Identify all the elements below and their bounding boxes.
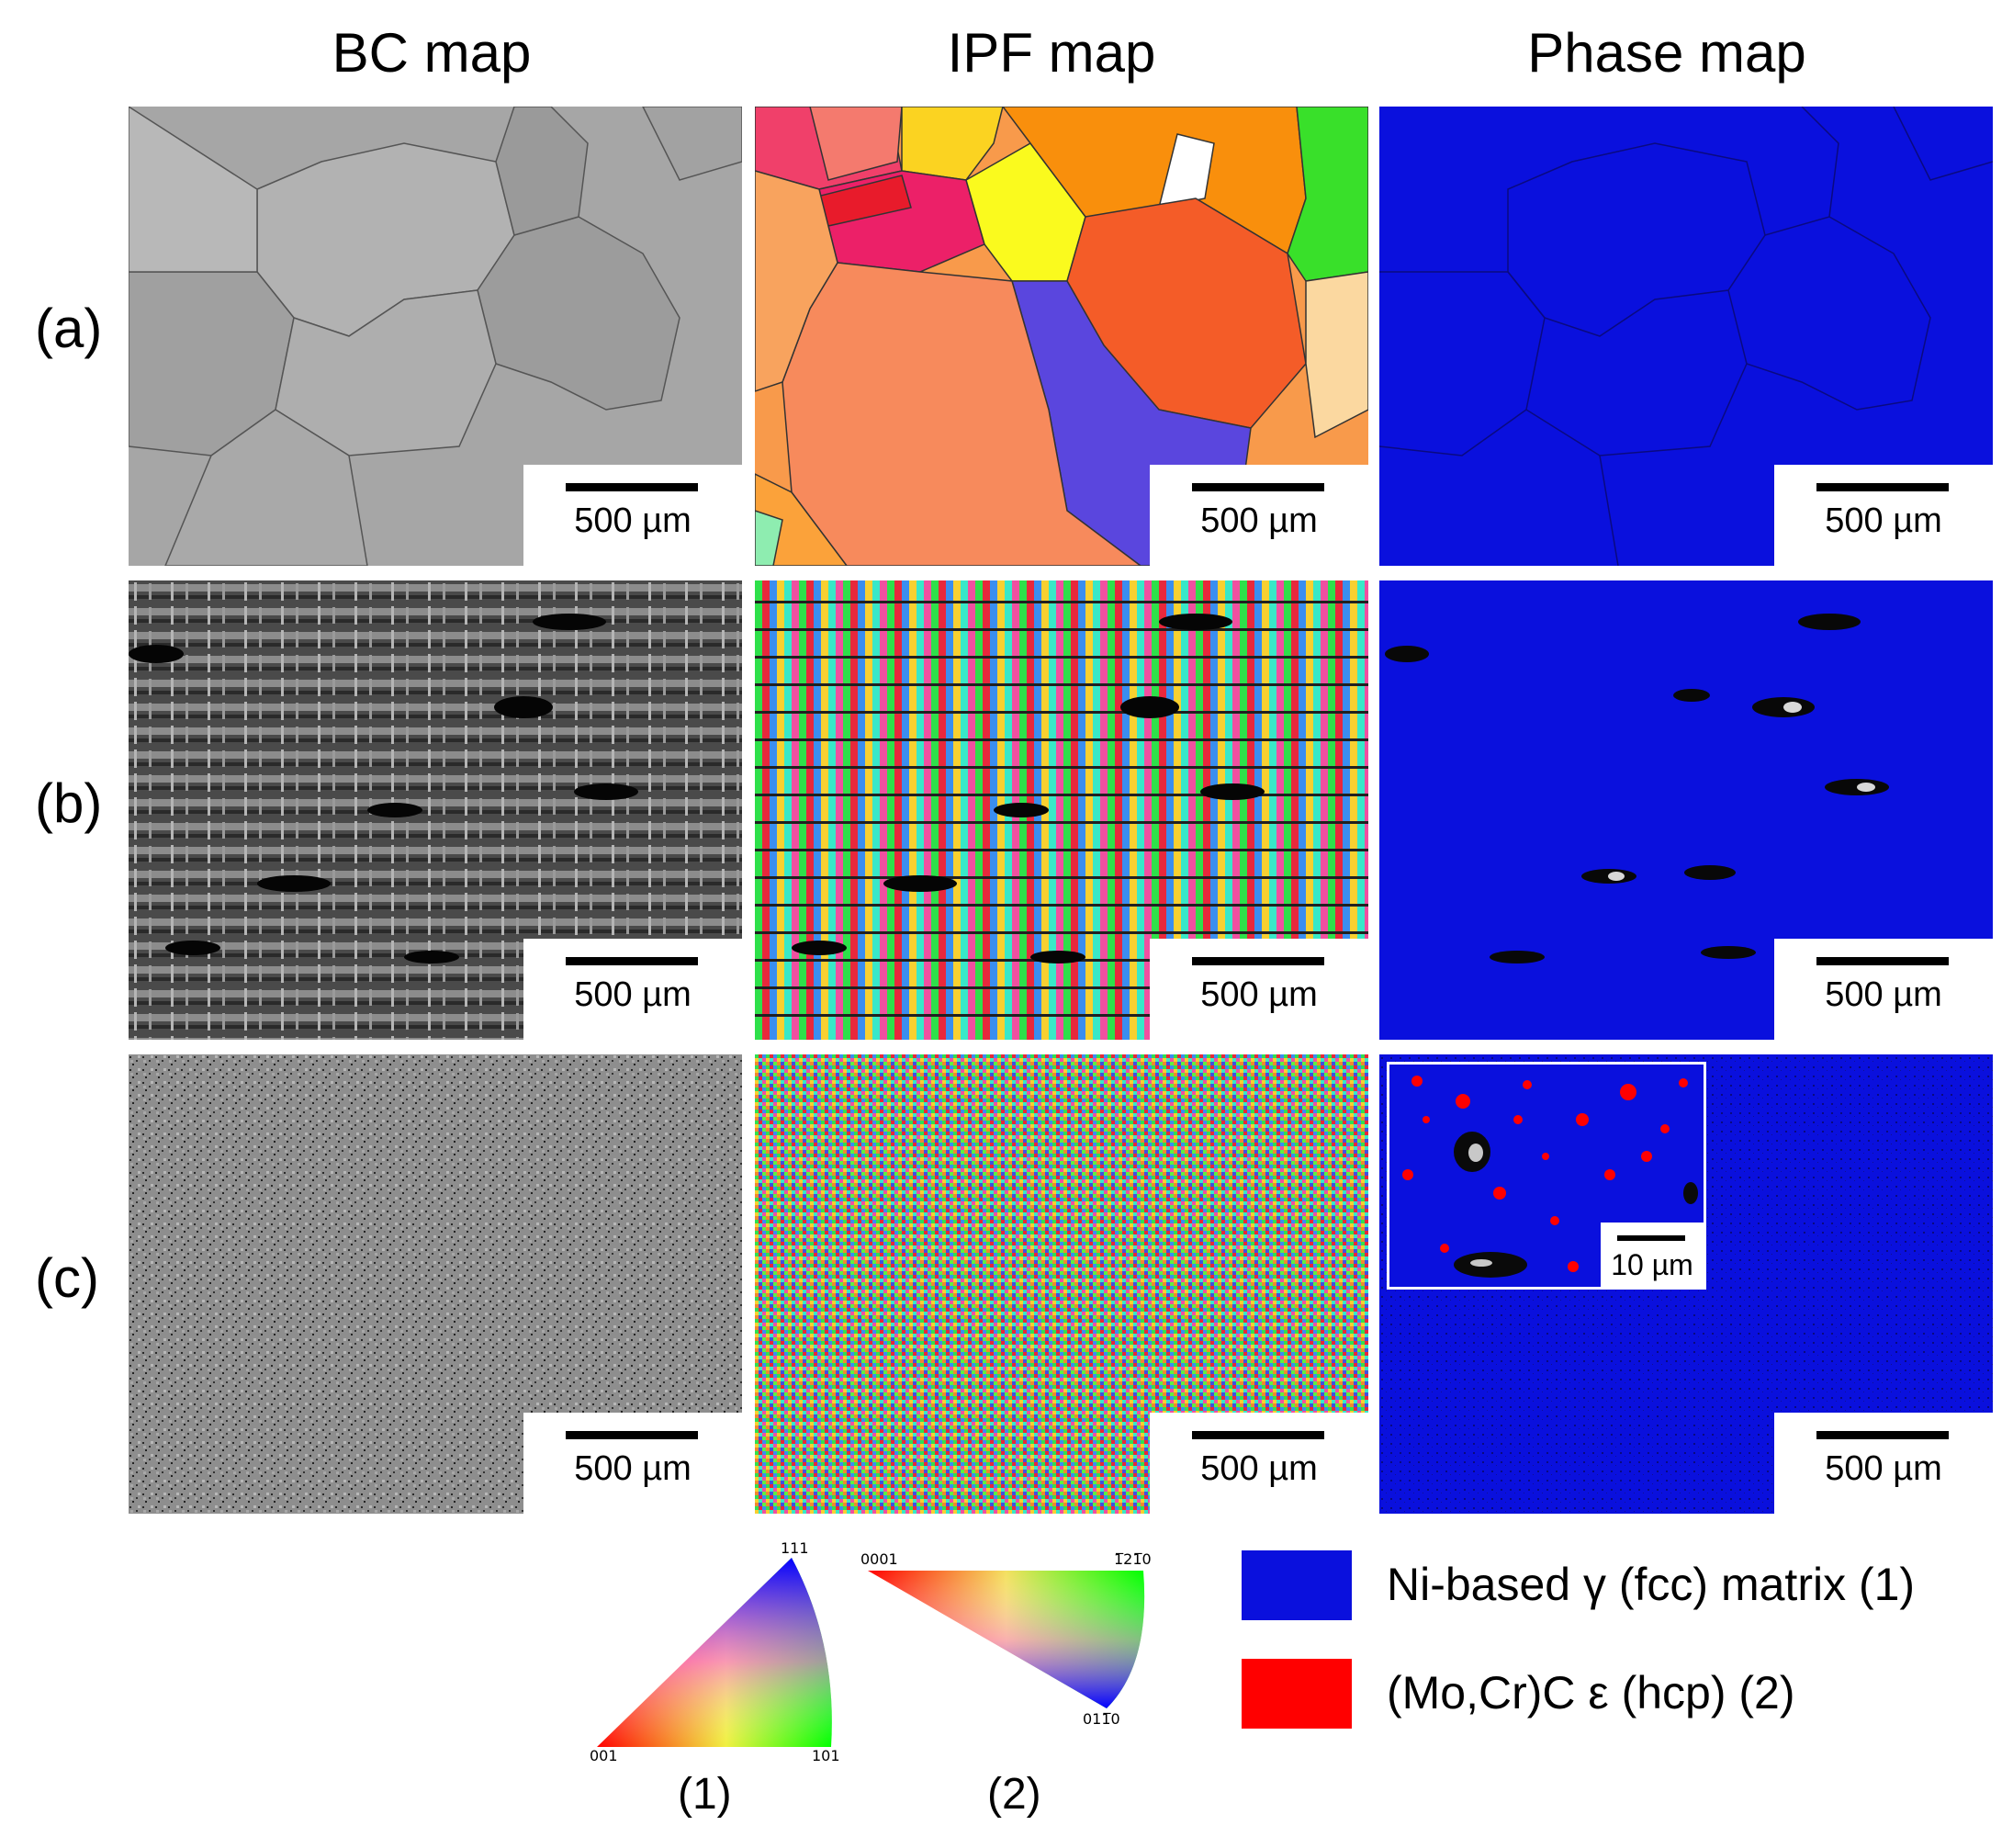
column-title-bc: BC map [332, 22, 532, 84]
ipf-key-hcp-caption: (2) [987, 1770, 1041, 1819]
phase-map-b: 500 µm [1379, 580, 1993, 1040]
scale-bar [1192, 1431, 1324, 1439]
scale-bar-label: 500 µm [1825, 501, 1942, 540]
legend-swatch-matrix [1242, 1550, 1352, 1620]
scale-bar-box: 500 µm [523, 939, 742, 1040]
scale-bar-label: 500 µm [1825, 975, 1942, 1014]
scale-bar-label: 500 µm [1200, 1449, 1318, 1488]
scale-bar-box: 500 µm [1774, 1413, 1993, 1514]
scale-bar-label: 500 µm [574, 501, 692, 540]
row-label-c: (c) [35, 1247, 99, 1309]
phase-inset: 10 µm [1387, 1062, 1706, 1290]
column-title-phase: Phase map [1527, 22, 1806, 84]
inset-scale-bar [1617, 1235, 1685, 1241]
scale-bar-box: 500 µm [523, 1413, 742, 1514]
row-label-b: (b) [35, 772, 103, 834]
scale-bar-label: 500 µm [1200, 501, 1318, 540]
ipf-map-c: 500 µm [755, 1054, 1368, 1514]
phase-map-c: 10 µm 500 µm [1379, 1054, 1993, 1514]
column-title-ipf: IPF map [947, 22, 1156, 84]
scale-bar-label: 500 µm [574, 975, 692, 1014]
bc-map-c: 500 µm [129, 1054, 742, 1514]
fcc-corner-001: 001 [590, 1747, 618, 1764]
fcc-corner-111: 111 [781, 1539, 809, 1557]
scale-bar-box: 500 µm [1150, 939, 1368, 1040]
row-label-a: (a) [35, 298, 103, 359]
legend-swatch-carbide [1242, 1659, 1352, 1729]
bc-map-a: 500 µm [129, 107, 742, 566]
hcp-corner-01-10: 011̅0 [1083, 1710, 1120, 1728]
scale-bar [566, 483, 698, 491]
hcp-corner-12-10: 1̅21̅0 [1114, 1550, 1152, 1568]
ipf-map-a: 500 µm [755, 107, 1368, 566]
scale-bar [566, 957, 698, 965]
scale-bar-label: 500 µm [1200, 975, 1318, 1014]
phase-map-a: 500 µm [1379, 107, 1993, 566]
scale-bar [1816, 483, 1949, 491]
inset-scale-bar-label: 10 µm [1611, 1248, 1693, 1281]
scale-bar-box: 500 µm [1150, 1413, 1368, 1514]
scale-bar-box: 500 µm [1150, 465, 1368, 566]
scale-bar-box: 500 µm [523, 465, 742, 566]
fcc-corner-101: 101 [812, 1747, 840, 1764]
bc-map-b: 500 µm [129, 580, 742, 1040]
ipf-key-hcp: 0001 1̅21̅0 011̅0 [859, 1550, 1162, 1738]
ipf-map-b: 500 µm [755, 580, 1368, 1040]
ipf-key-fcc: 111 001 101 [588, 1539, 845, 1764]
scale-bar [1816, 957, 1949, 965]
hcp-corner-0001: 0001 [860, 1550, 898, 1568]
scale-bar-box: 500 µm [1774, 939, 1993, 1040]
scale-bar [1192, 483, 1324, 491]
scale-bar-label: 500 µm [574, 1449, 692, 1488]
scale-bar-box: 500 µm [1774, 465, 1993, 566]
scale-bar-label: 500 µm [1825, 1449, 1942, 1488]
scale-bar [1816, 1431, 1949, 1439]
scale-bar [566, 1431, 698, 1439]
legend-label-matrix: Ni-based γ (fcc) matrix (1) [1387, 1559, 1916, 1610]
inset-scale-bar-box: 10 µm [1601, 1223, 1704, 1287]
scale-bar [1192, 957, 1324, 965]
ipf-key-fcc-caption: (1) [678, 1770, 732, 1819]
legend-label-carbide: (Mo,Cr)C ε (hcp) (2) [1387, 1667, 1795, 1718]
